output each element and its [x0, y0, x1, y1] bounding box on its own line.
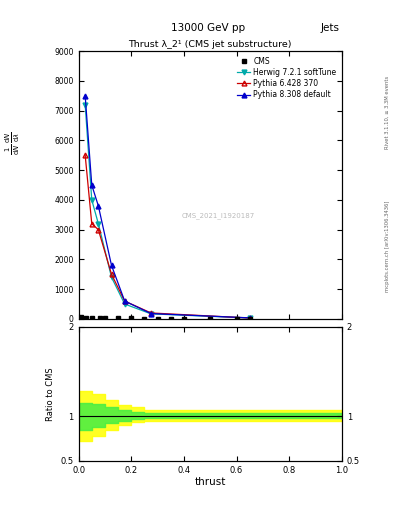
CMS: [155, 315, 160, 322]
CMS: [208, 316, 213, 322]
Pythia 6.428 370: [83, 152, 88, 158]
Herwig 7.2.1 softTune: [149, 311, 153, 317]
Title: Thrust λ_2¹ (CMS jet substructure): Thrust λ_2¹ (CMS jet substructure): [129, 40, 292, 49]
Y-axis label: Ratio to CMS: Ratio to CMS: [46, 367, 55, 421]
CMS: [116, 315, 120, 322]
CMS: [234, 316, 239, 322]
CMS: [79, 314, 84, 321]
Legend: CMS, Herwig 7.2.1 softTune, Pythia 6.428 370, Pythia 8.308 default: CMS, Herwig 7.2.1 softTune, Pythia 6.428…: [235, 55, 338, 101]
CMS: [97, 315, 102, 321]
Pythia 8.308 default: [90, 182, 94, 188]
Herwig 7.2.1 softTune: [109, 274, 114, 281]
Line: Pythia 8.308 default: Pythia 8.308 default: [83, 93, 252, 321]
Herwig 7.2.1 softTune: [122, 301, 127, 307]
Pythia 6.428 370: [96, 227, 101, 233]
Text: $\frac{1}{\mathrm{d}N}\,\frac{\mathrm{d}N}{\mathrm{d}\lambda}$: $\frac{1}{\mathrm{d}N}\,\frac{\mathrm{d}…: [4, 132, 22, 155]
Text: mcplots.cern.ch [arXiv:1306.3436]: mcplots.cern.ch [arXiv:1306.3436]: [385, 200, 390, 291]
Pythia 6.428 370: [149, 310, 153, 316]
CMS: [182, 316, 186, 322]
X-axis label: thrust: thrust: [195, 477, 226, 487]
Herwig 7.2.1 softTune: [90, 197, 94, 203]
CMS: [168, 316, 173, 322]
CMS: [84, 314, 89, 321]
Pythia 6.428 370: [122, 298, 127, 304]
Line: CMS: CMS: [79, 316, 252, 321]
Line: Herwig 7.2.1 softTune: Herwig 7.2.1 softTune: [83, 102, 252, 321]
CMS: [142, 315, 147, 322]
Pythia 6.428 370: [248, 315, 252, 321]
Pythia 8.308 default: [122, 298, 127, 304]
Herwig 7.2.1 softTune: [83, 102, 88, 108]
CMS: [103, 315, 107, 321]
Pythia 6.428 370: [109, 271, 114, 278]
CMS: [248, 316, 252, 322]
Text: Rivet 3.1.10, ≥ 3.3M events: Rivet 3.1.10, ≥ 3.3M events: [385, 76, 390, 150]
CMS: [129, 315, 134, 322]
Herwig 7.2.1 softTune: [96, 221, 101, 227]
Pythia 8.308 default: [149, 310, 153, 316]
Herwig 7.2.1 softTune: [248, 315, 252, 321]
Text: CMS_2021_I1920187: CMS_2021_I1920187: [182, 212, 255, 219]
Pythia 6.428 370: [90, 221, 94, 227]
Line: Pythia 6.428 370: Pythia 6.428 370: [83, 153, 252, 321]
Pythia 8.308 default: [248, 315, 252, 321]
Text: 13000 GeV pp: 13000 GeV pp: [171, 23, 245, 33]
Pythia 8.308 default: [96, 203, 101, 209]
Pythia 8.308 default: [109, 262, 114, 268]
Pythia 8.308 default: [83, 93, 88, 99]
Text: Jets: Jets: [321, 23, 340, 33]
CMS: [90, 315, 94, 321]
